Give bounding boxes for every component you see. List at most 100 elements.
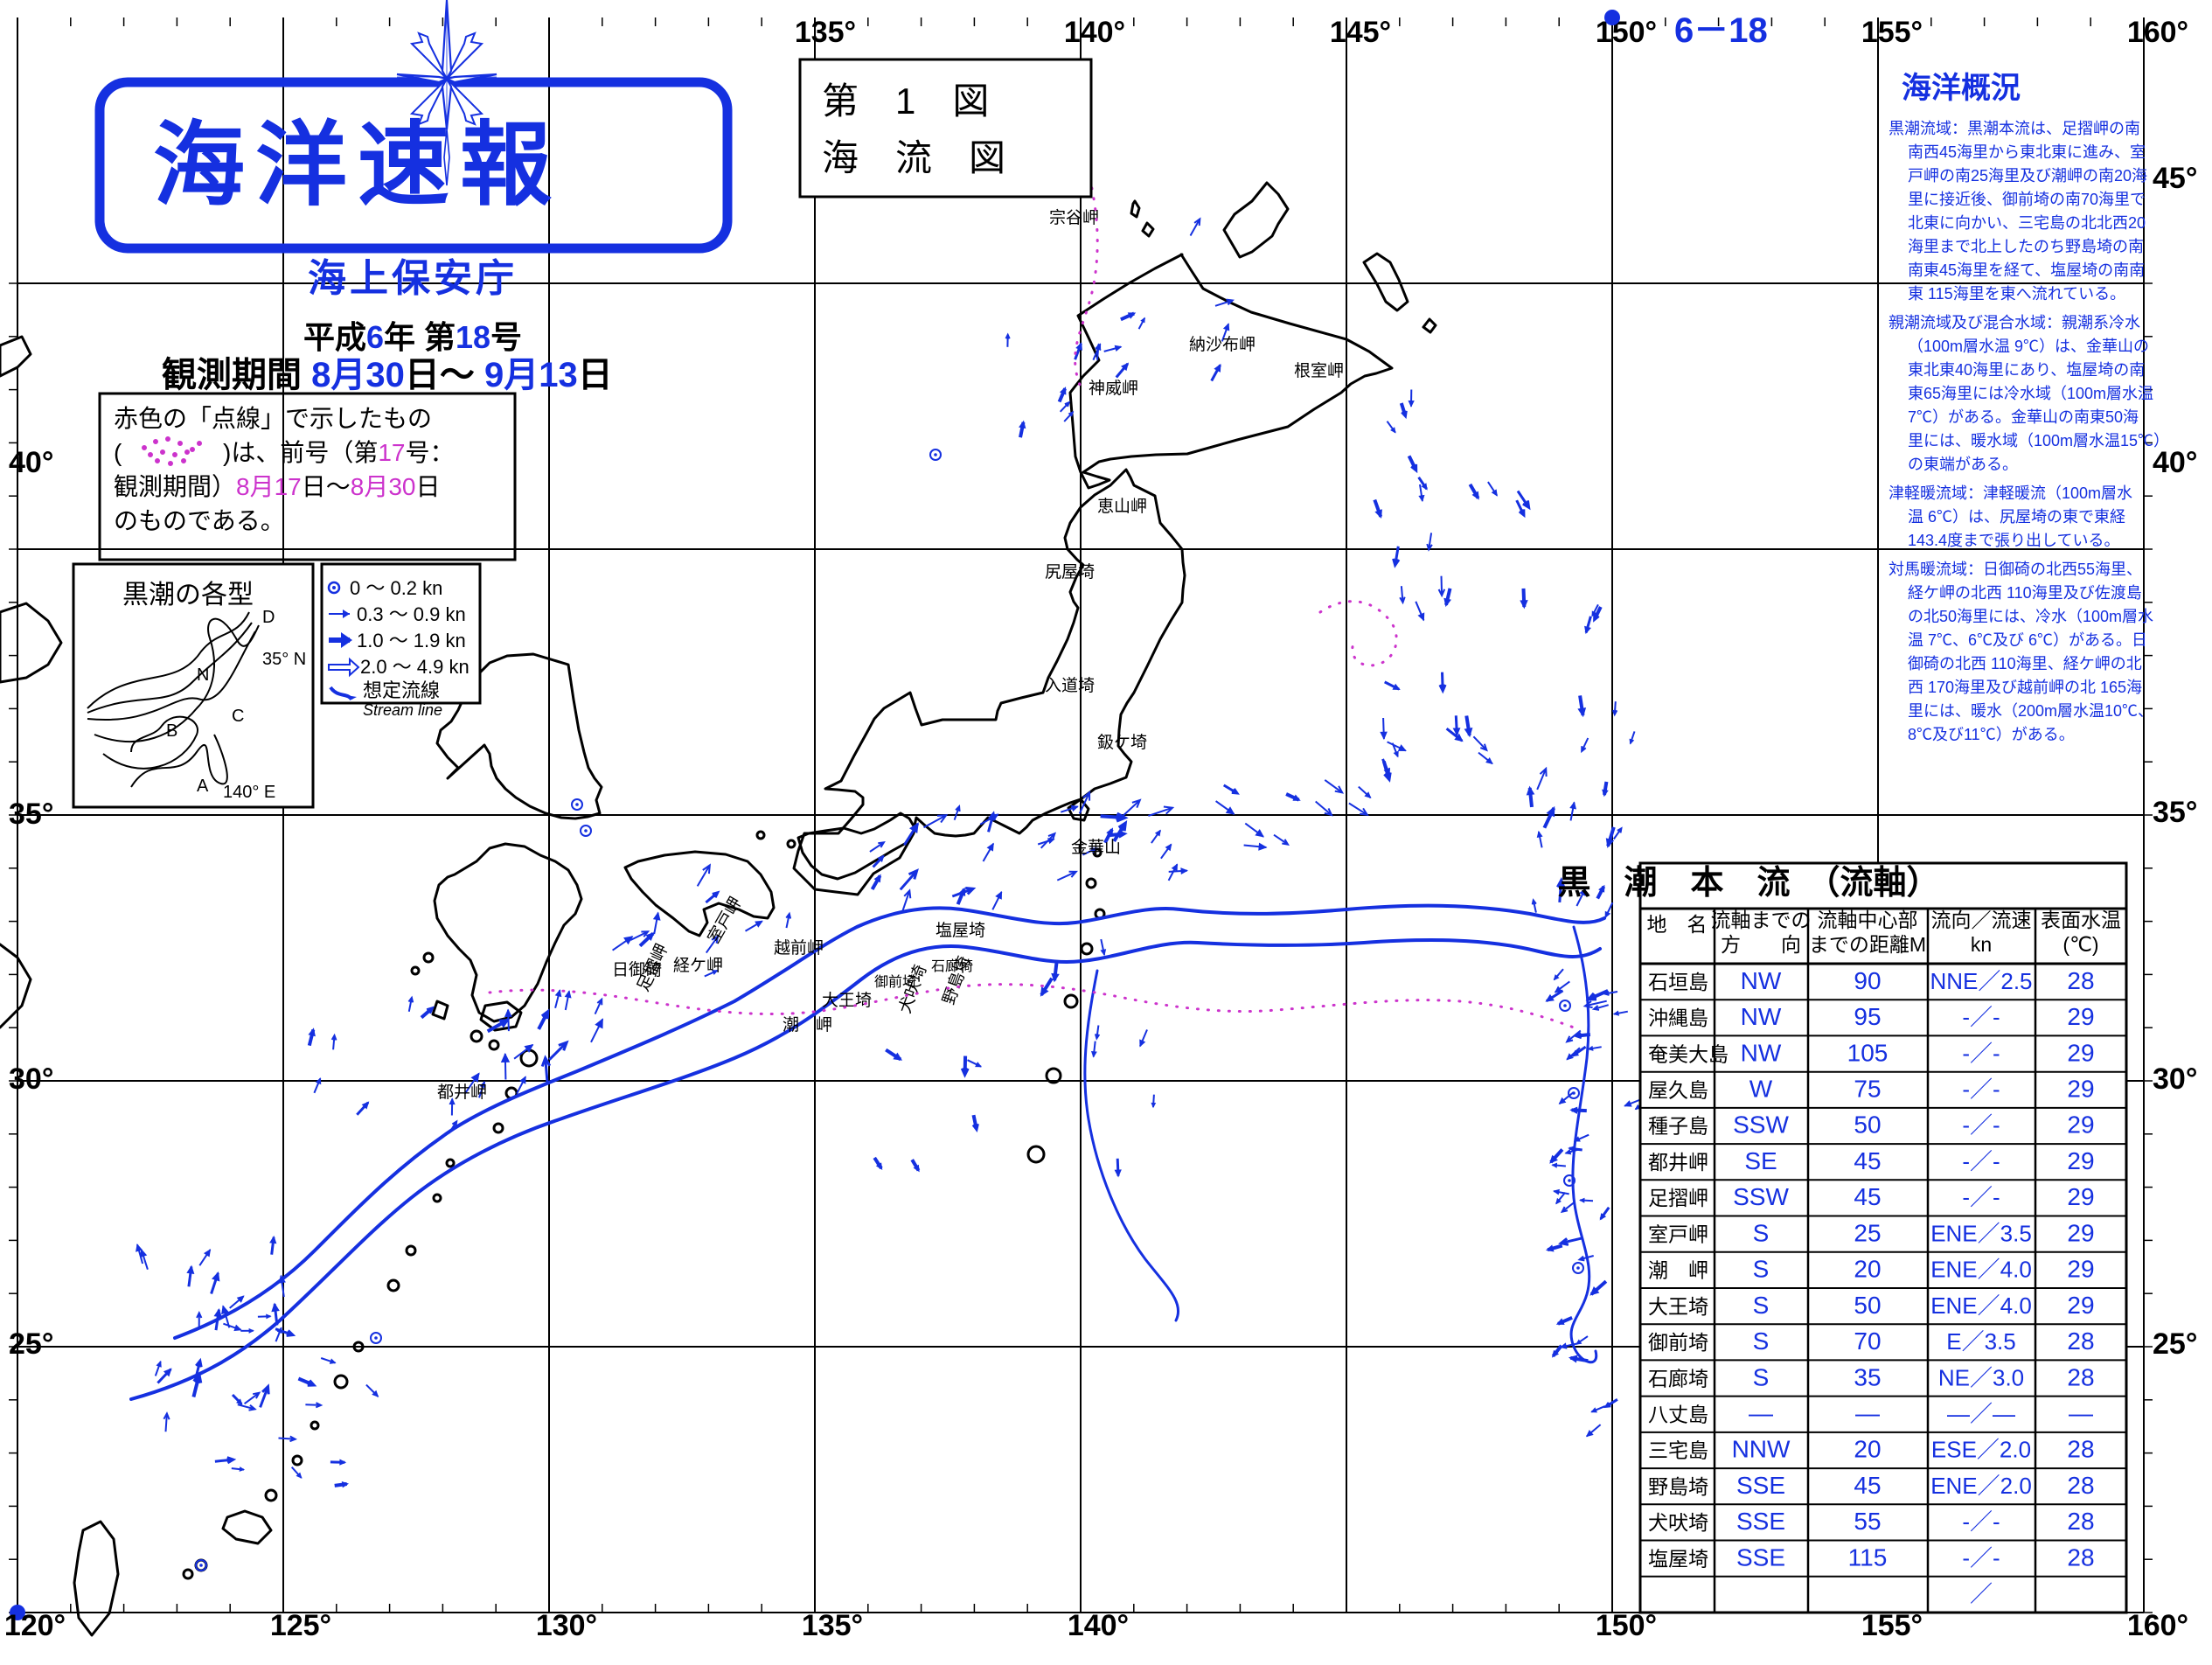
svg-text:西 170海里及び越前岬の北 165海: 西 170海里及び越前岬の北 165海 xyxy=(1908,679,2142,696)
svg-text:S: S xyxy=(1753,1363,1770,1390)
svg-text:-／-: -／- xyxy=(1962,1040,2000,1066)
svg-text:塩屋埼: 塩屋埼 xyxy=(1648,1547,1708,1570)
svg-text:7℃）がある。金華山の南東50海: 7℃）がある。金華山の南東50海 xyxy=(1908,408,2139,426)
svg-text:29: 29 xyxy=(2067,1183,2094,1210)
svg-text:-／-: -／- xyxy=(1962,1004,2000,1030)
svg-text:経ケ岬の北西 110海里及び佐渡島: 経ケ岬の北西 110海里及び佐渡島 xyxy=(1908,584,2142,602)
svg-text:里には、暖水域（100m層水温15℃）: 里には、暖水域（100m層水温15℃） xyxy=(1908,432,2169,449)
svg-text:29: 29 xyxy=(2067,1292,2094,1319)
svg-text:S: S xyxy=(1753,1292,1770,1319)
svg-text:S: S xyxy=(1753,1219,1770,1246)
svg-text:流軸中心部: 流軸中心部 xyxy=(1818,909,1918,931)
svg-text:NW: NW xyxy=(1741,1039,1782,1066)
svg-text:1.0 ～ 1.9 kn: 1.0 ～ 1.9 kn xyxy=(357,630,466,651)
svg-text:津軽暖流域：津軽暖流（100m層水: 津軽暖流域：津軽暖流（100m層水 xyxy=(1889,484,2132,502)
svg-text:北東に向かい、三宅島の北北西20: 北東に向かい、三宅島の北北西20 xyxy=(1908,214,2146,232)
svg-text:SSW: SSW xyxy=(1733,1183,1789,1210)
svg-text:尻屋埼: 尻屋埼 xyxy=(1045,562,1095,582)
svg-text:ENE／2.0: ENE／2.0 xyxy=(1930,1473,2032,1499)
svg-text:—: — xyxy=(2069,1400,2093,1427)
svg-text:35: 35 xyxy=(1854,1363,1881,1390)
svg-text:40°: 40° xyxy=(9,446,53,479)
svg-text:地 名: 地 名 xyxy=(1647,913,1708,936)
svg-text:29: 29 xyxy=(2067,1111,2094,1139)
svg-text:想定流線: 想定流線 xyxy=(363,679,440,701)
svg-text:150°: 150° xyxy=(1596,1609,1657,1642)
svg-text:海里まで北上したのち野島埼の南: 海里まで北上したのち野島埼の南 xyxy=(1908,238,2144,255)
svg-text:28: 28 xyxy=(2067,1436,2094,1463)
svg-text:親潮流域及び混合水域：親潮系冷水: 親潮流域及び混合水域：親潮系冷水 xyxy=(1889,314,2140,331)
svg-text:90: 90 xyxy=(1854,967,1881,994)
svg-text:A: A xyxy=(197,777,209,796)
svg-text:越前岬: 越前岬 xyxy=(774,938,824,958)
svg-text:ENE／4.0: ENE／4.0 xyxy=(1930,1292,2032,1319)
svg-text:35°: 35° xyxy=(2153,796,2197,829)
svg-text:黒潮の各型: 黒潮の各型 xyxy=(122,581,254,610)
svg-text:35°: 35° xyxy=(9,798,53,831)
svg-text:石廊埼: 石廊埼 xyxy=(931,958,973,974)
svg-text:種子島: 種子島 xyxy=(1648,1115,1708,1138)
svg-text:金華山: 金華山 xyxy=(1071,838,1121,857)
svg-text:45°: 45° xyxy=(2153,162,2197,195)
svg-text:海洋速報: 海洋速報 xyxy=(153,115,562,217)
svg-text:NNW: NNW xyxy=(1732,1436,1791,1463)
svg-text:20: 20 xyxy=(1854,1436,1881,1463)
svg-text:(: ( xyxy=(114,439,122,466)
svg-text:N: N xyxy=(197,665,209,685)
svg-text:28: 28 xyxy=(2067,967,2094,994)
svg-text:までの距離M: までの距離M xyxy=(1809,933,1926,956)
svg-text:—: — xyxy=(1855,1400,1880,1427)
svg-text:ENE／4.0: ENE／4.0 xyxy=(1930,1257,2032,1283)
svg-text:NNE／2.5: NNE／2.5 xyxy=(1930,968,2032,994)
svg-text:SSE: SSE xyxy=(1736,1508,1785,1535)
svg-text:御前埼: 御前埼 xyxy=(874,974,916,990)
svg-text:0 ～ 0.2 kn: 0 ～ 0.2 kn xyxy=(350,577,442,599)
svg-text:150°: 150° xyxy=(1596,16,1657,49)
svg-text:都井岬: 都井岬 xyxy=(1648,1151,1708,1174)
svg-text:大王埼: 大王埼 xyxy=(1648,1295,1708,1318)
svg-text:室戸岬: 室戸岬 xyxy=(1648,1223,1708,1245)
svg-text:28: 28 xyxy=(2067,1472,2094,1499)
svg-text:6－18: 6－18 xyxy=(1674,11,1768,50)
svg-text:105: 105 xyxy=(1847,1039,1889,1066)
svg-text:28: 28 xyxy=(2067,1363,2094,1390)
svg-text:SE: SE xyxy=(1744,1147,1777,1174)
svg-text:SSW: SSW xyxy=(1733,1111,1789,1139)
svg-text:宗谷岬: 宗谷岬 xyxy=(1049,208,1099,227)
svg-text:50: 50 xyxy=(1854,1111,1881,1139)
svg-text:恵山岬: 恵山岬 xyxy=(1097,497,1147,516)
svg-text:海洋概況: 海洋概況 xyxy=(1902,72,2021,105)
svg-text:45: 45 xyxy=(1854,1183,1881,1210)
svg-text:8℃及び11℃）がある。: 8℃及び11℃）がある。 xyxy=(1908,726,2075,743)
svg-text:SSE: SSE xyxy=(1736,1543,1785,1571)
svg-text:大王埼: 大王埼 xyxy=(822,991,872,1010)
svg-text:29: 29 xyxy=(2067,1147,2094,1174)
svg-text:の北50海里には、冷水（100m層水: の北50海里には、冷水（100m層水 xyxy=(1908,608,2153,625)
svg-text:方 向: 方 向 xyxy=(1721,933,1801,956)
svg-text:犬吠埼: 犬吠埼 xyxy=(1648,1511,1708,1534)
svg-text:130°: 130° xyxy=(536,1609,597,1642)
svg-text:35° N: 35° N xyxy=(262,650,306,669)
svg-text:温 7℃、6℃及び 6℃）がある。日: 温 7℃、6℃及び 6℃）がある。日 xyxy=(1908,631,2147,649)
svg-text:30°: 30° xyxy=(9,1062,53,1096)
svg-text:戸岬の南25海里及び潮岬の南20海: 戸岬の南25海里及び潮岬の南20海 xyxy=(1908,167,2147,185)
svg-text:黒潮流域：黒潮本流は、足摺岬の南: 黒潮流域：黒潮本流は、足摺岬の南 xyxy=(1889,120,2140,137)
svg-text:143.4度まで張り出している。: 143.4度まで張り出している。 xyxy=(1908,532,2120,549)
svg-text:東北東40海里にあり、塩屋埼の南: 東北東40海里にあり、塩屋埼の南 xyxy=(1908,361,2145,379)
svg-text:／: ／ xyxy=(1970,1581,1993,1607)
svg-text:D: D xyxy=(262,608,275,627)
svg-text:145°: 145° xyxy=(1330,16,1391,49)
svg-text:-／-: -／- xyxy=(1962,1508,2000,1535)
svg-text:流向／流速: 流向／流速 xyxy=(1931,909,2032,931)
svg-text:表面水温: 表面水温 xyxy=(2041,909,2121,931)
svg-text:kn: kn xyxy=(1971,933,1992,956)
svg-text:115: 115 xyxy=(1848,1543,1888,1571)
svg-text:黒 潮 本 流 （流軸）: 黒 潮 本 流 （流軸） xyxy=(1557,865,1939,902)
svg-text:潮 岬: 潮 岬 xyxy=(783,1015,832,1035)
svg-text:70: 70 xyxy=(1854,1327,1881,1355)
svg-text:E／3.5: E／3.5 xyxy=(1946,1328,2016,1355)
svg-text:赤色の「点線」で示したもの: 赤色の「点線」で示したもの xyxy=(114,405,432,432)
svg-text:御前埼: 御前埼 xyxy=(1648,1331,1708,1354)
svg-text:20: 20 xyxy=(1854,1256,1881,1283)
svg-text:NW: NW xyxy=(1741,1003,1782,1030)
